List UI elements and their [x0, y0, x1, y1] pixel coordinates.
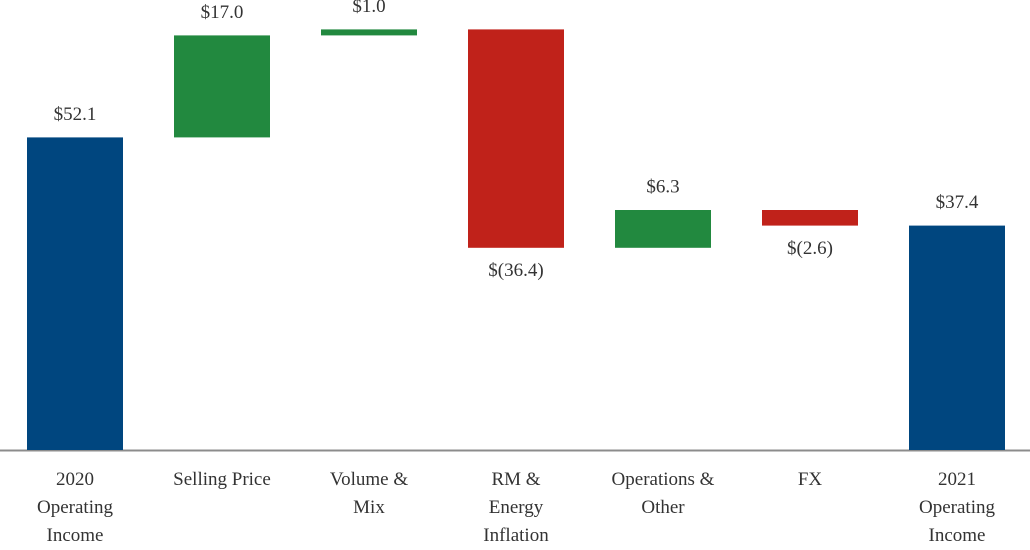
value-label: $52.1 [54, 104, 97, 125]
bar [615, 210, 711, 248]
bar [321, 29, 417, 36]
value-label: $1.0 [352, 0, 385, 17]
value-label: $37.4 [936, 192, 979, 213]
x-tick-label: FX [797, 469, 823, 490]
bar [762, 210, 858, 226]
value-label: $6.3 [646, 176, 679, 197]
bar [909, 225, 1005, 450]
x-tick-label: 2020 Operating Income [37, 469, 113, 546]
bar [27, 137, 123, 450]
x-tick-label: 2021 Operating Income [919, 469, 995, 546]
value-label: $17.0 [201, 2, 244, 23]
bar [468, 29, 564, 248]
x-tick-label: Volume & Mix [329, 469, 409, 518]
x-tick-label: Selling Price [173, 469, 271, 490]
bar [174, 35, 270, 138]
x-tick-label: Operations & Other [611, 469, 715, 518]
value-label: $(36.4) [488, 260, 543, 281]
value-label: $(2.6) [787, 238, 833, 259]
x-tick-label: RM & Energy Inflation [483, 469, 549, 546]
